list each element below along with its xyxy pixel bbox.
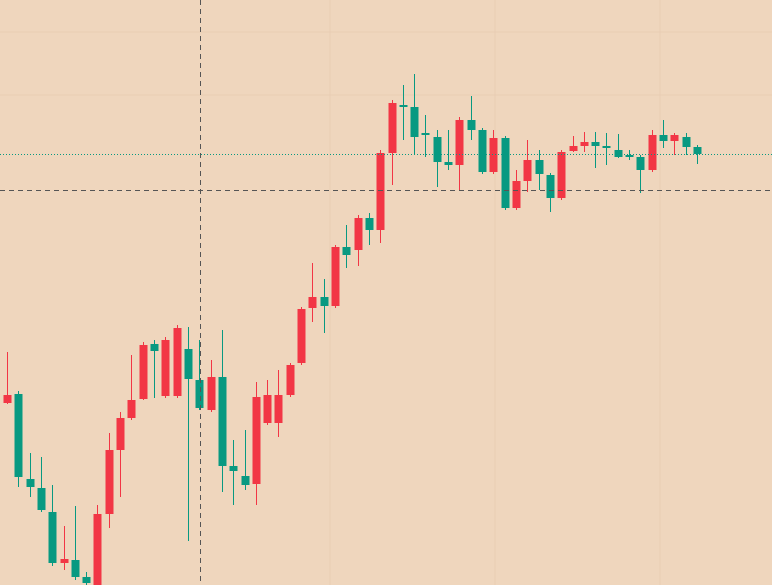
- candle-body: [241, 476, 250, 485]
- candle-body: [60, 559, 69, 563]
- candle-body: [693, 147, 702, 154]
- candle-body: [602, 146, 611, 148]
- candle-body: [252, 397, 261, 484]
- candle-body: [150, 344, 159, 351]
- candle-body: [546, 175, 555, 198]
- candle-body: [14, 394, 23, 477]
- candle-body: [614, 150, 623, 157]
- candle-body: [263, 395, 272, 423]
- candle-body: [625, 155, 634, 157]
- candle-body: [207, 377, 216, 410]
- candle-body: [116, 418, 125, 450]
- candle-body: [82, 577, 91, 583]
- candle-body: [173, 328, 182, 396]
- candle-body: [569, 146, 578, 151]
- candle-body: [512, 181, 521, 208]
- candle-body: [342, 247, 351, 255]
- candle-body: [376, 153, 385, 230]
- candle-body: [274, 395, 283, 423]
- candle-body: [670, 135, 679, 141]
- candle-body: [3, 395, 12, 403]
- candle-body: [421, 133, 430, 135]
- candle-body: [410, 107, 419, 137]
- candle-body: [71, 560, 80, 577]
- candle-body: [195, 380, 204, 408]
- candle-body: [48, 512, 57, 563]
- candles: [3, 74, 702, 585]
- candle-body: [331, 247, 340, 306]
- candle-body: [161, 340, 170, 396]
- candle-body: [433, 137, 442, 162]
- candle-body: [37, 488, 46, 510]
- candle-body: [229, 466, 238, 471]
- candle-body: [580, 142, 589, 146]
- candle-body: [682, 137, 691, 147]
- candle-body: [105, 450, 114, 514]
- candle-body: [535, 160, 544, 174]
- candle-body: [26, 479, 35, 487]
- candle-body: [218, 377, 227, 466]
- candle-body: [388, 103, 397, 153]
- candle-body: [127, 400, 136, 418]
- candle-body: [478, 130, 487, 172]
- candle-body: [444, 162, 453, 165]
- candle-body: [308, 297, 317, 308]
- candle-body: [297, 309, 306, 363]
- candle-body: [557, 152, 566, 198]
- candle-body: [467, 120, 476, 130]
- candle-body: [93, 514, 102, 585]
- candle-body: [501, 138, 510, 208]
- candle-body: [455, 120, 464, 165]
- candle-body: [659, 135, 668, 141]
- candle-body: [184, 349, 193, 379]
- candle-body: [320, 297, 329, 306]
- candle-body: [489, 138, 498, 172]
- candle-body: [354, 218, 363, 250]
- candle-body: [591, 142, 600, 146]
- candle-body: [365, 218, 374, 230]
- candle-body: [523, 160, 532, 181]
- candle-body: [139, 345, 148, 399]
- candle-body: [399, 105, 408, 107]
- candle-body: [286, 365, 295, 395]
- candle-body: [636, 157, 645, 170]
- candle-body: [648, 135, 657, 170]
